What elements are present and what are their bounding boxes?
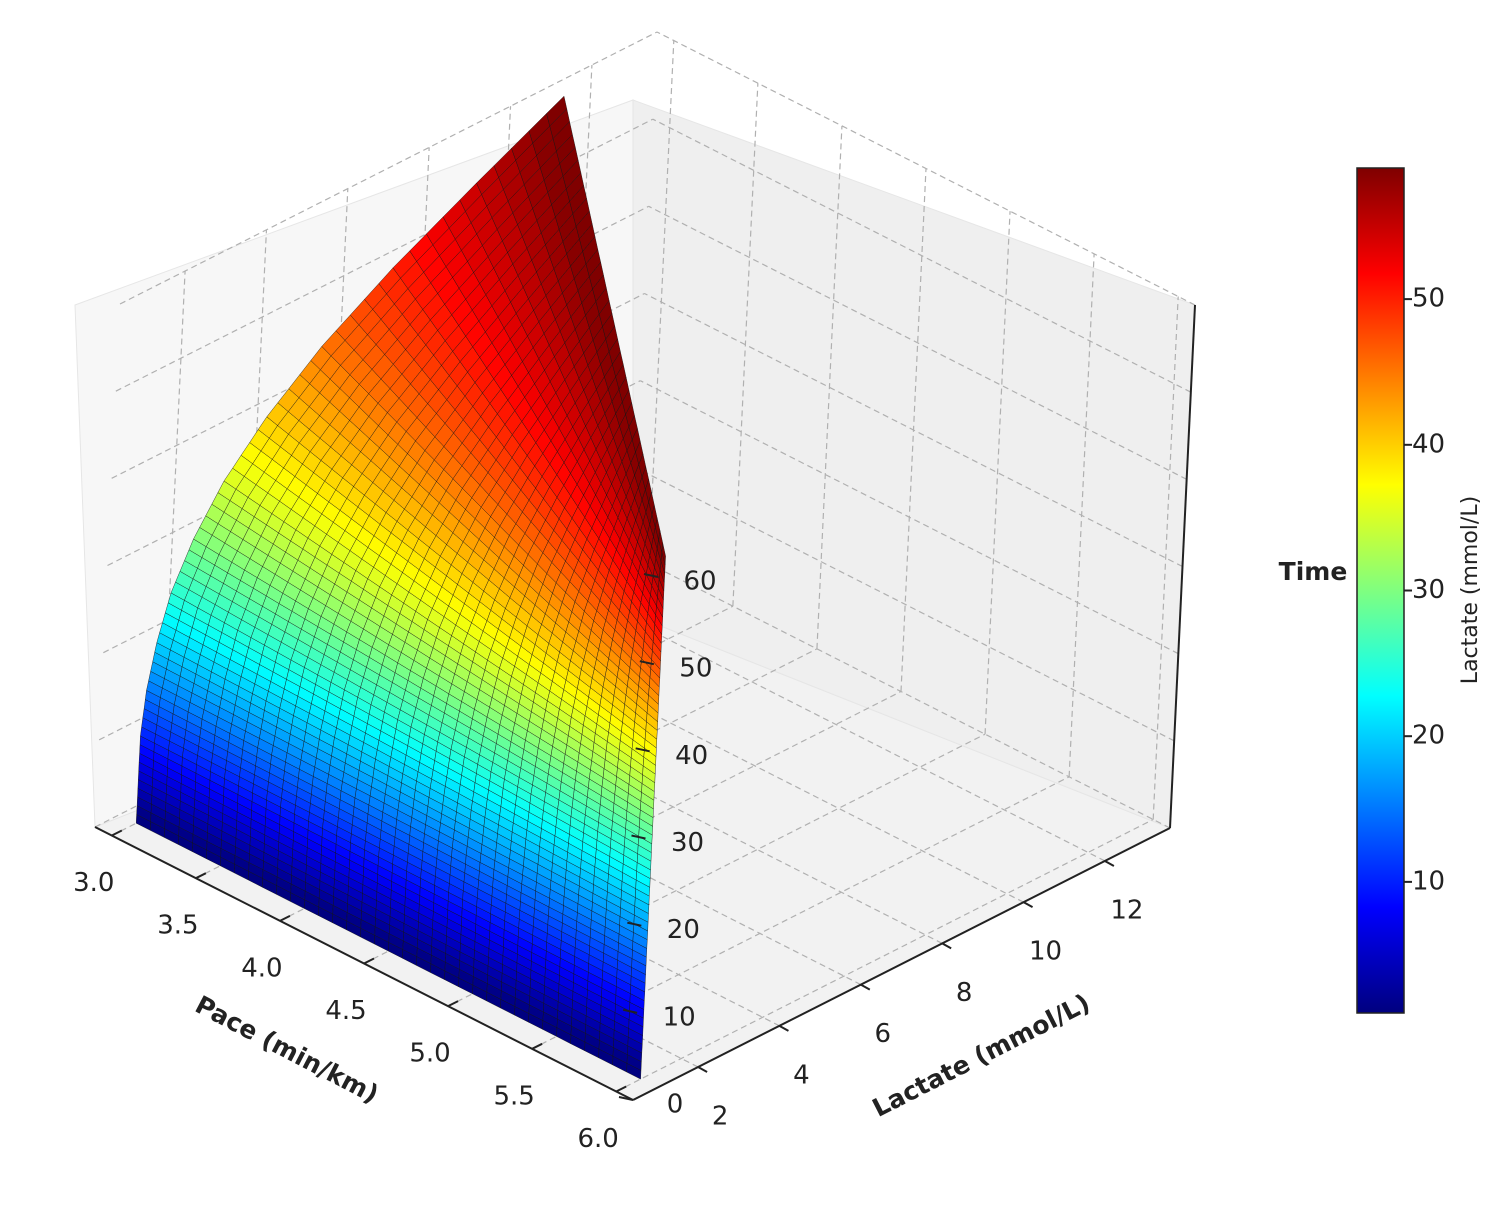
y-axis-label: Lactate (mmol/L) [868, 988, 1095, 1123]
colorbar-ticks: 10 20 30 40 50 [1404, 284, 1445, 897]
z-tick-label: 30 [671, 828, 704, 858]
y-tick-mark [1024, 902, 1033, 907]
colorbar-tick-label: 20 [1412, 721, 1445, 751]
colorbar-tick-label: 50 [1412, 284, 1445, 314]
x-tick-label: 3.0 [73, 868, 114, 898]
y-tick-label: 4 [793, 1060, 810, 1090]
x-tick-label: 3.5 [157, 911, 198, 941]
y-tick-label: 6 [875, 1019, 892, 1049]
x-tick-label: 4.0 [241, 953, 282, 983]
y-tick-mark [779, 1026, 788, 1031]
y-tick-label: 10 [1029, 937, 1062, 967]
z-tick-label: 50 [679, 654, 712, 684]
y-tick-label: 8 [956, 978, 973, 1008]
y-tick-mark [698, 1067, 707, 1072]
colorbar-gradient [1357, 168, 1404, 1013]
y-tick-mark [942, 943, 951, 948]
z-tick-label: 0 [667, 1090, 684, 1120]
y-tick-mark [861, 985, 870, 990]
y-tick-mark [1105, 861, 1114, 866]
x-tick-label: 5.0 [409, 1039, 450, 1069]
colorbar-tick-label: 30 [1412, 575, 1445, 605]
z-axis-label: Time [1279, 557, 1348, 586]
z-tick-label: 10 [663, 1002, 696, 1032]
colorbar-tick-label: 10 [1412, 866, 1445, 896]
x-tick-label: 6.0 [578, 1124, 619, 1154]
z-tick-label: 20 [667, 915, 700, 945]
z-tick-label: 60 [683, 567, 716, 597]
colorbar-tick-label: 40 [1412, 429, 1445, 459]
z-tick-label: 40 [675, 741, 708, 771]
x-tick-label: 5.5 [493, 1081, 534, 1111]
colorbar-label: Lactate (mmol/L) [1458, 496, 1483, 684]
x-tick-label: 4.5 [325, 996, 366, 1026]
y-tick-label: 12 [1110, 895, 1143, 925]
y-tick-label: 2 [712, 1102, 729, 1132]
colorbar: 10 20 30 40 50 Lactate (mmol/L) [1357, 168, 1483, 1013]
